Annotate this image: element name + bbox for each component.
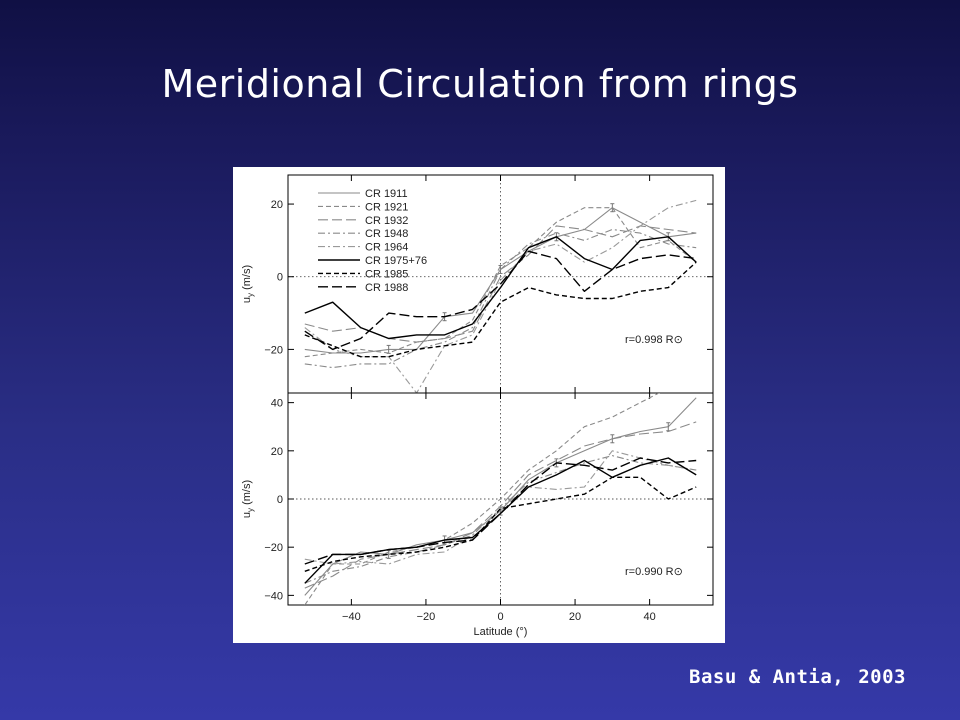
x-tick-label: 40 xyxy=(643,611,655,623)
series-line-cr-1932 xyxy=(304,225,697,343)
slide-title: Meridional Circulation from rings xyxy=(161,62,799,106)
x-tick-label: 0 xyxy=(497,611,503,623)
y-tick-label: 0 xyxy=(277,272,283,284)
x-tick-label: −20 xyxy=(417,611,436,623)
legend-label: CR 1975+76 xyxy=(365,255,427,267)
legend-label: CR 1932 xyxy=(365,215,408,227)
radius-annotation: r=0.990 R⊙ xyxy=(625,566,683,578)
series-group xyxy=(304,393,697,605)
series-line-cr-1932 xyxy=(304,421,697,589)
panel-bottom: −40 −20 0 20 40 −40 −20 0 20 40 Latitude (°) uy (m/… xyxy=(241,392,714,638)
citation-year: 2003 xyxy=(858,666,906,688)
x-tick-label: 20 xyxy=(569,611,581,623)
legend-label: CR 1948 xyxy=(365,228,408,240)
series-line-cr-1985 xyxy=(304,476,697,572)
citation-authors: Basu & Antia, xyxy=(689,666,845,688)
y-tick-label: 20 xyxy=(271,446,283,458)
y-tick-label: −20 xyxy=(264,344,283,356)
y-tick-label: 0 xyxy=(277,494,283,506)
y-tick-label: −40 xyxy=(264,590,283,602)
legend-label: CR 1985 xyxy=(365,268,408,280)
y-tick-label: 20 xyxy=(271,199,283,211)
series-line-cr-1964 xyxy=(304,450,697,565)
series-group xyxy=(304,199,697,393)
y-axis-label: uy (m/s) xyxy=(241,265,255,303)
series-line-cr-1921 xyxy=(304,207,697,358)
series-line-cr-1964 xyxy=(304,199,697,393)
x-tick-label: −40 xyxy=(342,611,361,623)
legend-label: CR 1911 xyxy=(365,188,408,200)
series-line-cr-1921 xyxy=(304,393,661,605)
figure-panel: −20 0 20 uy (m/s) r=0.998 R⊙ CR 1911 CR 1921 CR… xyxy=(233,167,725,643)
series-line-cr-1948 xyxy=(304,228,697,369)
legend-label: CR 1964 xyxy=(365,242,408,254)
x-axis-label: Latitude (°) xyxy=(474,626,528,638)
radius-annotation: r=0.998 R⊙ xyxy=(625,334,683,346)
y-tick-label: −20 xyxy=(264,542,283,554)
legend-label: CR 1921 xyxy=(365,201,408,213)
series-line-cr-1948 xyxy=(304,455,697,584)
y-tick-label: 40 xyxy=(271,398,283,410)
series-line-cr-1988 xyxy=(304,250,697,351)
series-line-cr-1975-76 xyxy=(304,236,697,340)
citation: Basu & Antia, 2003 xyxy=(689,666,906,688)
series-line-cr-1975-76 xyxy=(304,457,697,584)
y-axis-label: uy (m/s) xyxy=(241,480,255,518)
legend-label: CR 1988 xyxy=(365,282,408,294)
